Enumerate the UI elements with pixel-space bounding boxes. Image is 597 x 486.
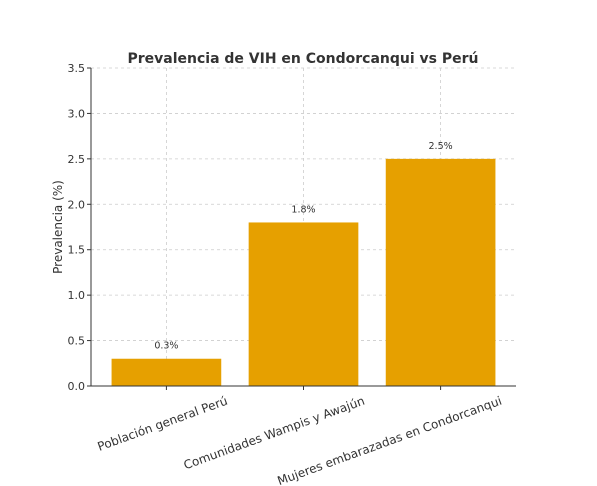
bars xyxy=(111,158,496,386)
y-tick-label: 3.0 xyxy=(68,107,86,120)
bar-value-label: 1.8% xyxy=(291,204,315,215)
y-tick-label: 0.0 xyxy=(68,380,86,393)
y-tick-label: 1.5 xyxy=(68,244,86,257)
bar xyxy=(111,358,222,386)
y-tick-label: 2.0 xyxy=(68,198,86,211)
bar xyxy=(248,222,359,386)
data-labels: 0.3% 1.8% 2.5% xyxy=(154,141,452,352)
bar-value-label: 2.5% xyxy=(429,141,453,152)
bar xyxy=(385,158,496,386)
chart-title: Prevalencia de VIH en Condorcanqui vs Pe… xyxy=(127,51,478,67)
y-tick-label: 3.5 xyxy=(68,62,86,75)
y-tick-labels: 0.0 0.5 1.0 1.5 2.0 2.5 3.0 3.5 xyxy=(68,62,86,393)
y-tick-label: 2.5 xyxy=(68,153,86,166)
axes xyxy=(87,67,516,390)
x-tick-label: Población general Perú xyxy=(96,394,230,454)
y-axis-label: Prevalencia (%) xyxy=(51,180,65,274)
y-tick-label: 0.5 xyxy=(68,335,86,348)
bar-value-label: 0.3% xyxy=(154,341,178,352)
y-tick-label: 1.0 xyxy=(68,289,86,302)
x-tick-label: Mujeres embarazadas en Condorcanqui xyxy=(275,394,503,486)
